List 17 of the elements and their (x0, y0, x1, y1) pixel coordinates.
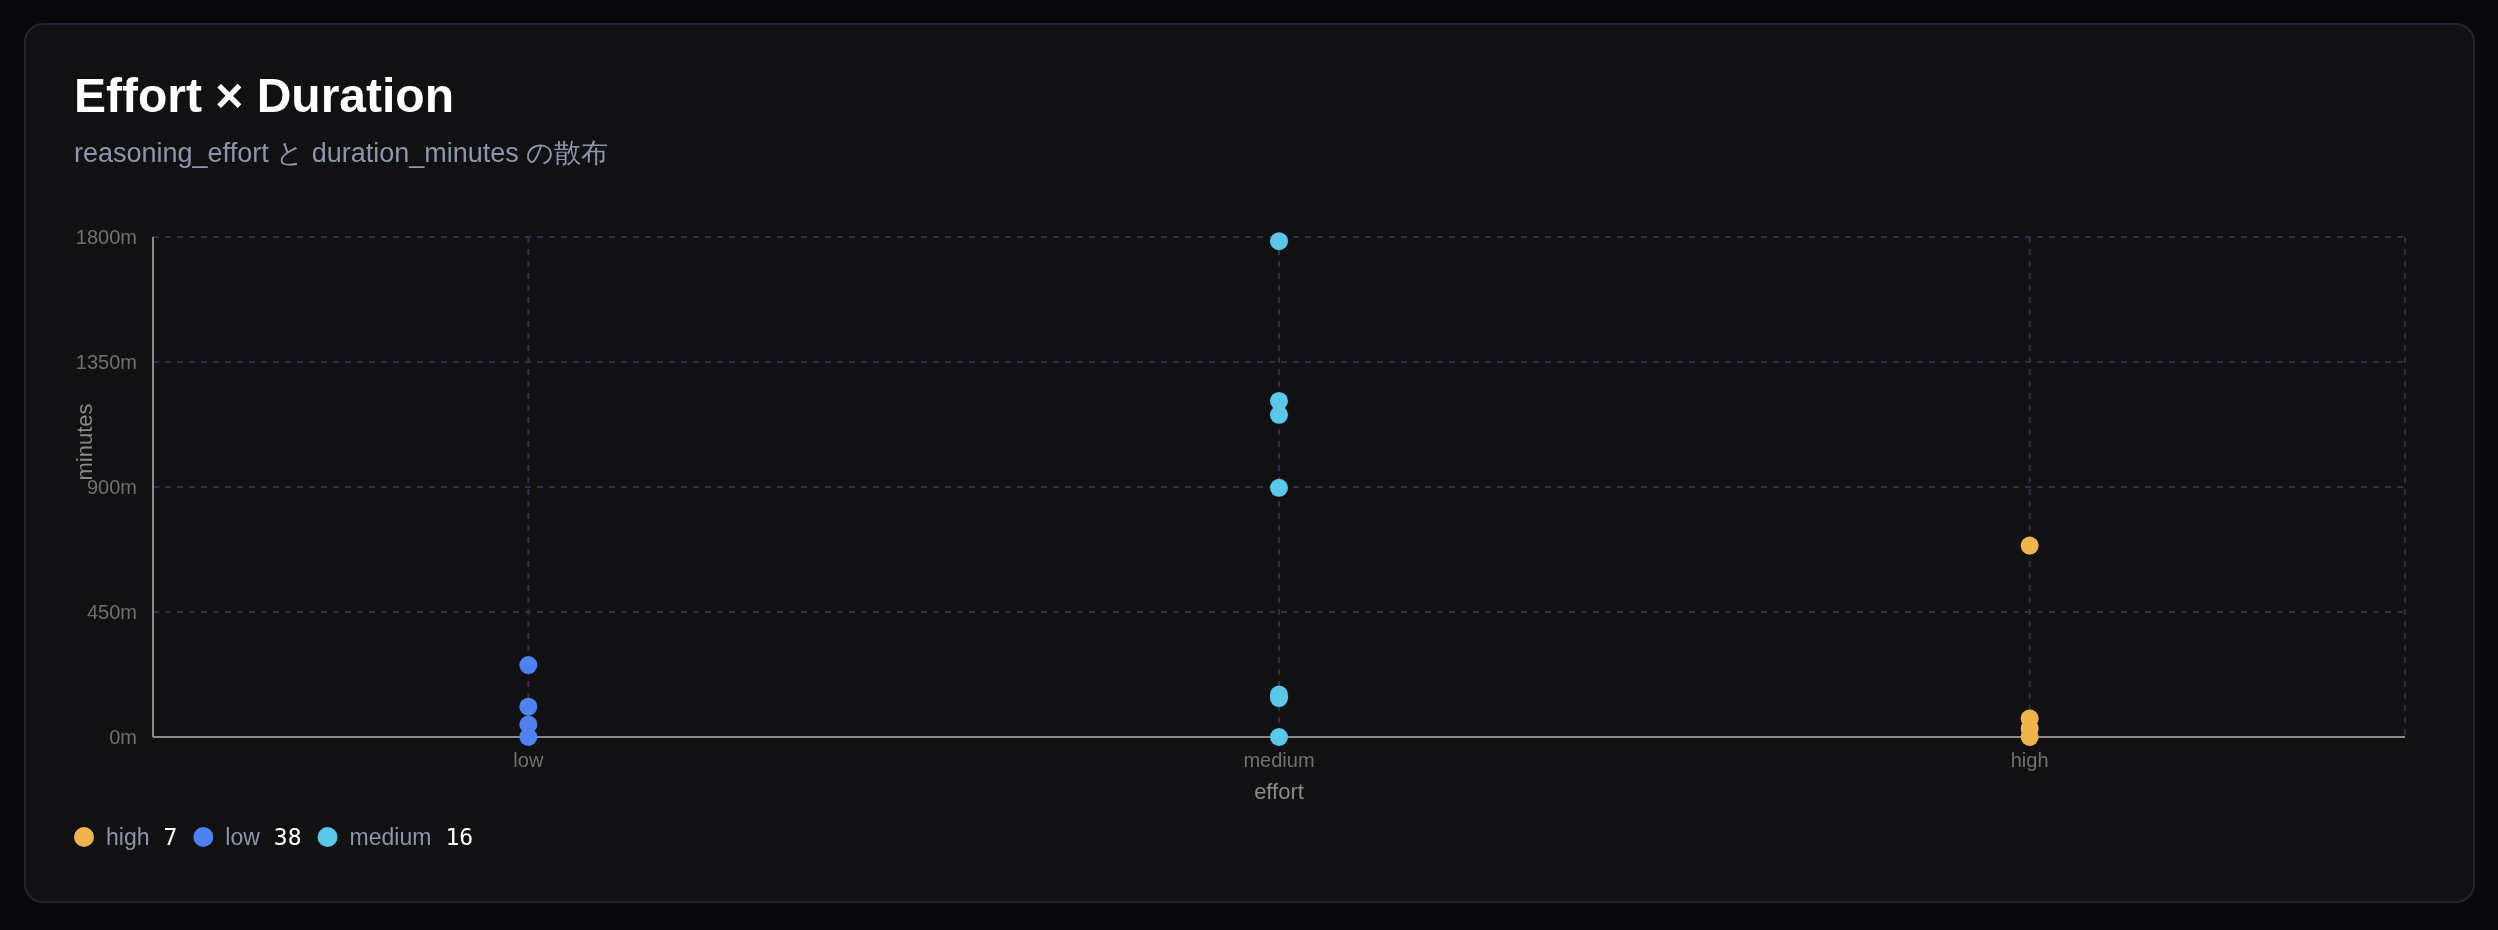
x-tick-label: high (2010, 749, 2049, 771)
x-tick-label: low (513, 749, 544, 771)
chart-subtitle: reasoning_effort と duration_minutes の散布 (74, 138, 609, 168)
text: 38 (273, 824, 302, 850)
chart-title: Effort × Duration (74, 69, 454, 122)
y-tick-label: 450m (86, 601, 137, 623)
y-tick-label: 0m (109, 726, 137, 748)
y-axis-title: minutes (72, 403, 97, 481)
legend-label: medium (349, 824, 432, 850)
y-tick-label: 1350m (75, 351, 137, 373)
text: 7 (163, 824, 178, 850)
legend-label: low (225, 824, 261, 850)
legend-label: high (106, 824, 150, 850)
x-axis-title: effort (1254, 779, 1304, 804)
y-tick-label: 1800m (75, 226, 137, 248)
text: 16 (445, 824, 474, 850)
x-tick-label: medium (1243, 749, 1315, 771)
